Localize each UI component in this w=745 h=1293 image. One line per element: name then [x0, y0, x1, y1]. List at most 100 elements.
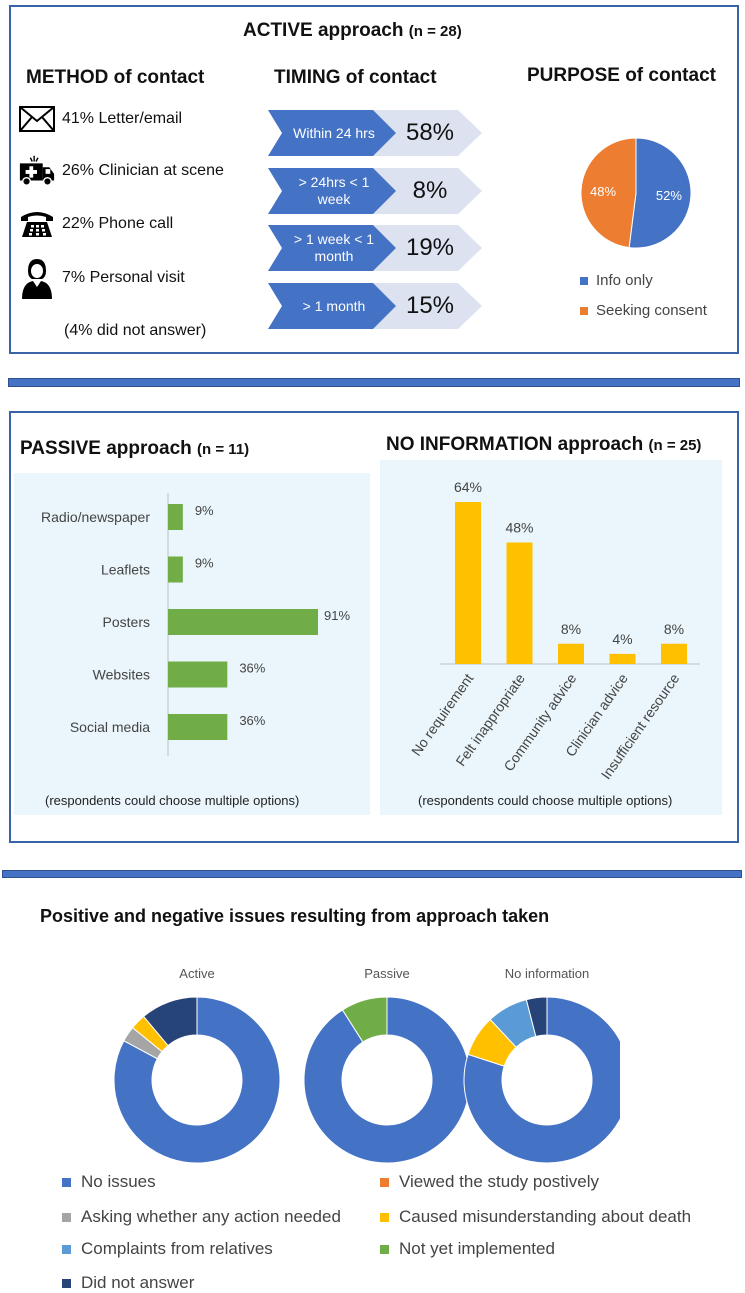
legend-swatch — [380, 1212, 389, 1222]
bar — [168, 504, 183, 530]
legend-swatch — [580, 306, 588, 315]
category-label: Leaflets — [101, 562, 150, 578]
issues-legend-item: No issues — [62, 1172, 156, 1192]
issues-legend-item: Viewed the study postively — [380, 1172, 599, 1192]
method-item-label: 41% Letter/email — [62, 110, 183, 127]
method-title: METHOD of contact — [26, 67, 205, 88]
passive-title-text: PASSIVE approach — [20, 438, 192, 459]
bar — [661, 643, 687, 664]
timing-value: 15% — [405, 292, 455, 319]
bar — [168, 556, 183, 583]
pie-data-label: 52% — [656, 188, 682, 203]
timing-row: > 1 month 15% — [268, 283, 482, 329]
method-item-label: 26% Clinician at scene — [62, 162, 224, 179]
bar — [609, 653, 636, 664]
data-label: 91% — [324, 608, 350, 623]
noinfo-title: NO INFORMATION approach (n = 25) — [386, 434, 701, 456]
active-title-text: ACTIVE approach — [243, 20, 404, 41]
legend-label: No issues — [81, 1172, 156, 1191]
category-label: Social media — [70, 719, 150, 735]
ambulance-icon — [18, 154, 56, 188]
active-n: (n = 28) — [408, 23, 462, 40]
envelope-icon — [18, 102, 56, 136]
legend-label: Did not answer — [81, 1273, 195, 1292]
timing-arrow-shape — [268, 168, 482, 214]
issues-legend-item: Not yet implemented — [380, 1239, 555, 1259]
legend-label: Caused misunderstanding about death — [399, 1207, 692, 1226]
data-label: 8% — [664, 621, 684, 637]
legend-swatch — [62, 1278, 71, 1288]
legend-swatch — [380, 1244, 389, 1254]
timing-arrow-shape — [268, 110, 482, 156]
method-item: 26% Clinician at scene — [18, 154, 224, 188]
noinfo-title-text: NO INFORMATION approach — [386, 434, 644, 455]
issues-legend-item: Complaints from relatives — [62, 1239, 273, 1259]
noinfo-chart-area — [380, 460, 722, 815]
timing-value: 19% — [405, 234, 455, 261]
data-label: 9% — [195, 503, 214, 518]
passive-n: (n = 11) — [197, 441, 250, 458]
timing-row: > 1 week < 1 month 19% — [268, 225, 482, 271]
passive-title: PASSIVE approach (n = 11) — [20, 438, 249, 460]
issues-title: Positive and negative issues resulting f… — [40, 906, 550, 926]
timing-row: Within 24 hrs 58% — [268, 110, 482, 156]
timing-label: Within 24 hrs — [293, 124, 375, 141]
issues-legend-item: Asking whether any action needed — [62, 1207, 341, 1227]
timing-arrow-shape — [268, 225, 482, 271]
data-label: 48% — [505, 520, 533, 536]
issues-donut-charts: Active Passive No information — [113, 966, 620, 1164]
data-label: 64% — [454, 479, 482, 495]
legend-label: Seeking consent — [596, 302, 707, 319]
pie-slice-info-only — [628, 137, 692, 249]
donut-segment — [341, 996, 388, 1043]
timing-row: > 24hrs < 1 week 8% — [268, 168, 482, 214]
active-title: ACTIVE approach (n = 28) — [243, 20, 462, 42]
donut-title: Passive — [364, 966, 410, 981]
donut-title: Active — [179, 966, 214, 981]
data-label: 4% — [612, 631, 632, 647]
legend-swatch — [62, 1212, 71, 1222]
bar — [558, 643, 584, 664]
timing-title: TIMING of contact — [274, 67, 437, 88]
category-label: Posters — [103, 614, 150, 630]
data-label: 8% — [561, 621, 581, 637]
data-label: 36% — [239, 713, 265, 728]
passive-bar-chart: Radio/newspaper 9% Leaflets 9% Posters 91% Web… — [41, 493, 350, 756]
donut-title: No information — [505, 966, 590, 981]
bar — [168, 714, 228, 740]
method-item-label: 7% Personal visit — [62, 269, 185, 286]
timing-value: 8% — [412, 177, 448, 204]
legend-swatch — [62, 1177, 71, 1187]
timing-value: 58% — [405, 119, 455, 146]
telephone-icon — [18, 207, 56, 241]
section-divider — [8, 378, 740, 387]
issues-legend-item: Did not answer — [62, 1273, 194, 1293]
passive-note: (respondents could choose multiple optio… — [45, 793, 300, 808]
method-note: (4% did not answer) — [64, 322, 207, 339]
section-divider — [2, 870, 742, 878]
legend-label: Not yet implemented — [399, 1239, 555, 1258]
legend-label: Asking whether any action needed — [81, 1207, 341, 1226]
pie-data-label: 48% — [590, 184, 616, 199]
purpose-pie-chart: 52% 48% — [580, 137, 692, 249]
category-label: Websites — [93, 667, 150, 683]
purpose-legend-item: Seeking consent — [580, 302, 707, 319]
bar — [168, 661, 228, 688]
legend-swatch — [580, 276, 588, 285]
data-label: 36% — [239, 661, 265, 676]
legend-label: Complaints from relatives — [81, 1239, 273, 1258]
donut-segment — [463, 996, 620, 1164]
timing-label: > 1 week < 1 month — [293, 231, 375, 264]
method-item: 41% Letter/email — [18, 102, 182, 136]
timing-arrow-shape — [268, 283, 482, 329]
bar — [168, 609, 318, 635]
purpose-legend-item: Info only — [580, 272, 653, 289]
person-icon — [18, 256, 56, 300]
method-item: 22% Phone call — [18, 207, 173, 241]
noinfo-note: (respondents could choose multiple optio… — [418, 793, 673, 808]
timing-label: > 24hrs < 1 week — [298, 174, 370, 207]
category-label: Radio/newspaper — [41, 509, 150, 525]
legend-swatch — [62, 1244, 71, 1254]
purpose-title: PURPOSE of contact — [527, 65, 716, 86]
